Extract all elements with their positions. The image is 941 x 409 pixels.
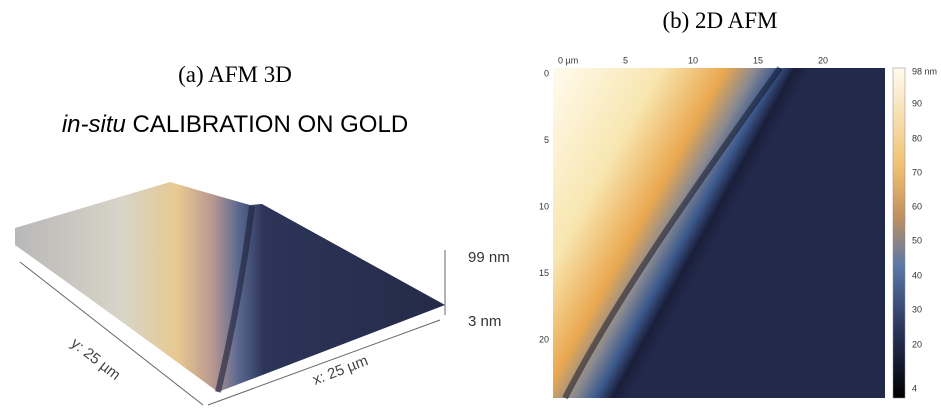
colorbar-tick-label: 98 nm <box>912 66 937 76</box>
subtitle-text: CALIBRATION ON GOLD <box>126 111 408 138</box>
colorbar-tick-label: 60 <box>912 201 922 211</box>
y-tick-label: 5 <box>544 135 549 145</box>
x-tick-label: 10 <box>688 55 698 65</box>
afm-2d-image <box>553 68 885 398</box>
colorbar <box>893 68 905 398</box>
y-tick-label: 0 <box>544 68 549 78</box>
y-tick-label: 20 <box>539 334 549 344</box>
afm-3d-surface <box>15 182 445 392</box>
x-axis-label: x: 25 µm <box>310 352 370 389</box>
figure: (a) AFM 3D in-situ CALIBRATION ON GOLD y… <box>0 0 941 409</box>
subtitle-italic: in-situ <box>62 111 126 138</box>
colorbar-tick-label: 30 <box>912 304 922 314</box>
x-tick-label: 5 <box>623 55 628 65</box>
colorbar-tick-label: 4 <box>912 383 917 393</box>
x-tick-label: 15 <box>753 55 763 65</box>
y-tick-label: 10 <box>539 201 549 211</box>
y-axis-label: y: 25 µm <box>68 335 124 384</box>
panel-a-title: (a) AFM 3D <box>178 62 292 87</box>
z-min-label: 3 nm <box>468 313 501 330</box>
colorbar-tick-label: 80 <box>912 133 922 143</box>
colorbar-tick-label: 20 <box>912 339 922 349</box>
panel-b-title: (b) 2D AFM <box>662 8 777 33</box>
z-max-label: 99 nm <box>468 249 510 266</box>
colorbar-tick-label: 70 <box>912 167 922 177</box>
panel-a-subtitle: in-situ CALIBRATION ON GOLD <box>62 111 408 138</box>
y-tick-label: 15 <box>539 268 549 278</box>
colorbar-tick-label: 40 <box>912 270 922 280</box>
colorbar-tick-label: 90 <box>912 98 922 108</box>
colorbar-tick-label: 50 <box>912 235 922 245</box>
x-tick-label: 20 <box>818 55 828 65</box>
x-tick-label: 0 µm <box>558 55 578 65</box>
